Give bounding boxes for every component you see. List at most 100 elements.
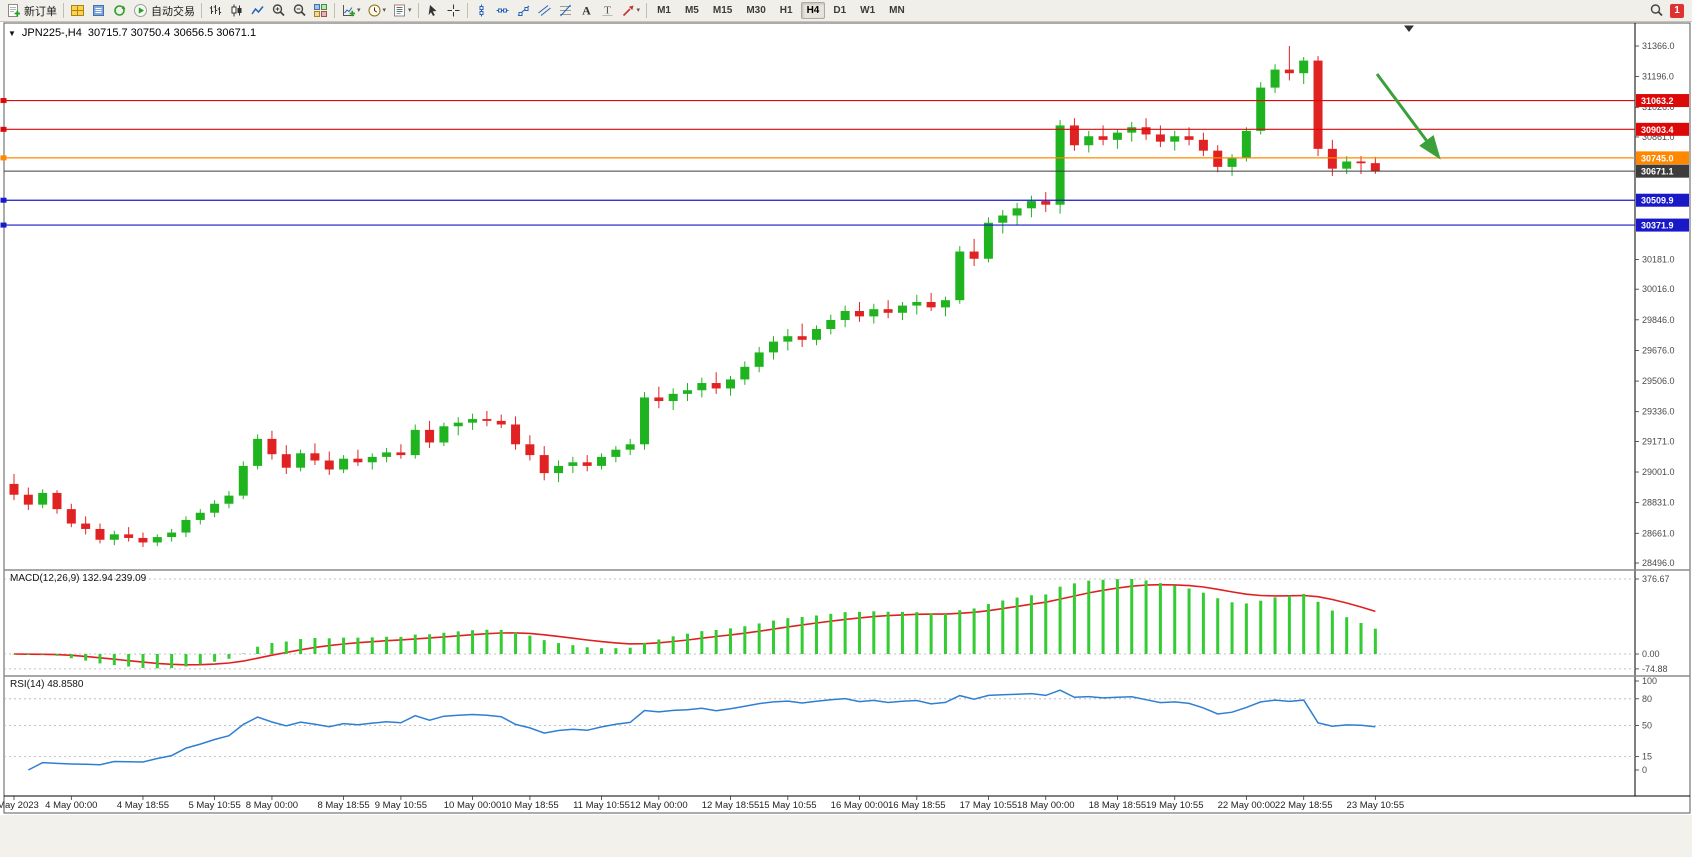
price-level-badge: [1636, 151, 1689, 165]
macd-bar: [1259, 600, 1263, 654]
search-button[interactable]: [1646, 0, 1667, 21]
arrow-annotation[interactable]: [1375, 73, 1441, 160]
macd-bar: [1359, 622, 1363, 654]
macd-axis-label: -74.88: [1642, 664, 1668, 674]
price-level-badge: [1636, 193, 1689, 207]
notification-badge[interactable]: 1: [1670, 3, 1684, 18]
toolbar-separator: [63, 3, 64, 18]
macd-bar: [399, 636, 403, 654]
charts-profile-button[interactable]: [67, 0, 88, 21]
cursor-icon: [428, 5, 437, 16]
vertical-line-button[interactable]: [471, 0, 492, 21]
macd-histogram: [12, 579, 1377, 669]
arrow-shape-icon: [622, 5, 634, 17]
line-chart-button[interactable]: [247, 0, 268, 21]
macd-bar: [442, 632, 446, 654]
new-order-button[interactable]: 新订单: [3, 0, 60, 21]
rsi-axis-label: 80: [1642, 694, 1652, 704]
macd-bar: [112, 654, 116, 666]
macd-bar: [1216, 598, 1220, 654]
macd-axis-label: 376.67: [1642, 574, 1670, 584]
candle-body: [238, 465, 248, 496]
candle-body: [955, 251, 965, 301]
time-axis-label: 23 May 10:55: [1347, 800, 1405, 811]
timeframe-m30-button[interactable]: M30: [746, 5, 766, 16]
toolbar-separator: [334, 3, 335, 18]
horizontal-line-button[interactable]: [492, 0, 513, 21]
autotrading-button[interactable]: 自动交易: [130, 0, 198, 21]
new-chart-button[interactable]: ▾: [338, 0, 364, 21]
timeframe-m1-button[interactable]: M1: [657, 5, 671, 16]
macd-bar: [1173, 585, 1177, 654]
candle-body: [740, 366, 750, 380]
tile-windows-button[interactable]: [310, 0, 331, 21]
timeframe-m15-button[interactable]: M15: [712, 5, 733, 16]
channel-icon: [537, 5, 551, 16]
candle-body: [1213, 150, 1223, 167]
candle-body: [568, 462, 578, 466]
trendline-button[interactable]: [513, 0, 534, 21]
candle-body: [697, 383, 707, 391]
price-axis-label: 31196.0: [1642, 72, 1674, 82]
time-axis-label: 17 May 10:55: [960, 800, 1018, 811]
timeframe-mn-button[interactable]: MN: [889, 5, 905, 16]
candle-body: [210, 503, 220, 513]
arrows-button[interactable]: ▾: [618, 0, 644, 21]
candle-body: [826, 319, 836, 329]
macd-bar: [1087, 580, 1091, 654]
rsi-axis-label: 50: [1642, 721, 1652, 731]
fibonacci-button[interactable]: [555, 0, 576, 21]
price-level-badge: [1636, 218, 1689, 232]
bar-chart-button[interactable]: [205, 0, 226, 21]
time-axis-label: 12 May 18:55: [702, 800, 760, 811]
toolbar: 新订单 自动交易 ▾ ▾ ▾ A T ▾ M1 M5 M15 M30 H1 H4 D1 W1 MN 1: [0, 0, 1692, 22]
candle-body: [940, 300, 950, 308]
label-button[interactable]: T: [597, 0, 618, 21]
candlestick-chart-button[interactable]: [226, 0, 247, 21]
candle-body: [353, 458, 363, 463]
price-axis-label: 29506.0: [1642, 376, 1675, 386]
macd-bar: [671, 636, 675, 654]
candle-body: [1026, 201, 1036, 209]
macd-bar: [857, 611, 861, 654]
data-window-button[interactable]: [88, 0, 109, 21]
crosshair-button[interactable]: [443, 0, 464, 21]
timeframe-h4-button[interactable]: H4: [800, 2, 826, 19]
candle-body: [554, 465, 564, 474]
candle-body: [410, 429, 420, 456]
macd-axis-label: 0.00: [1642, 649, 1660, 659]
candle-body: [611, 449, 621, 457]
timeframe-m5-button[interactable]: M5: [684, 5, 699, 16]
templates-button[interactable]: ▾: [389, 0, 415, 21]
candle-body: [912, 301, 922, 306]
refresh-green-icon: [114, 5, 126, 16]
macd-bar: [700, 631, 704, 654]
zoom-out-button[interactable]: [289, 0, 310, 21]
macd-bar: [370, 637, 374, 654]
macd-bar: [1244, 603, 1248, 654]
channel-button[interactable]: [534, 0, 555, 21]
macd-bar: [600, 648, 604, 654]
price-axis-label: 29846.0: [1642, 315, 1675, 325]
zoom-in-button[interactable]: [268, 0, 289, 21]
timeframe-d1-button[interactable]: D1: [833, 5, 847, 16]
cursor-button[interactable]: [422, 0, 443, 21]
periods-button[interactable]: ▾: [364, 0, 390, 21]
tile-icon: [314, 4, 327, 17]
candles-icon: [231, 4, 242, 17]
timeframe-h1-button[interactable]: H1: [779, 5, 793, 16]
candle-body: [167, 532, 177, 538]
macd-bar: [284, 641, 288, 654]
timeframe-w1-button[interactable]: W1: [860, 5, 876, 16]
macd-bar: [12, 654, 16, 655]
candle-body: [482, 419, 492, 421]
candle-body: [926, 301, 936, 308]
refresh-button[interactable]: [109, 0, 130, 21]
macd-bar: [743, 626, 747, 654]
candle-body: [52, 492, 62, 510]
chart-shift-icon[interactable]: [1404, 25, 1414, 33]
candle-body: [1327, 148, 1337, 169]
text-button[interactable]: A: [576, 0, 597, 21]
